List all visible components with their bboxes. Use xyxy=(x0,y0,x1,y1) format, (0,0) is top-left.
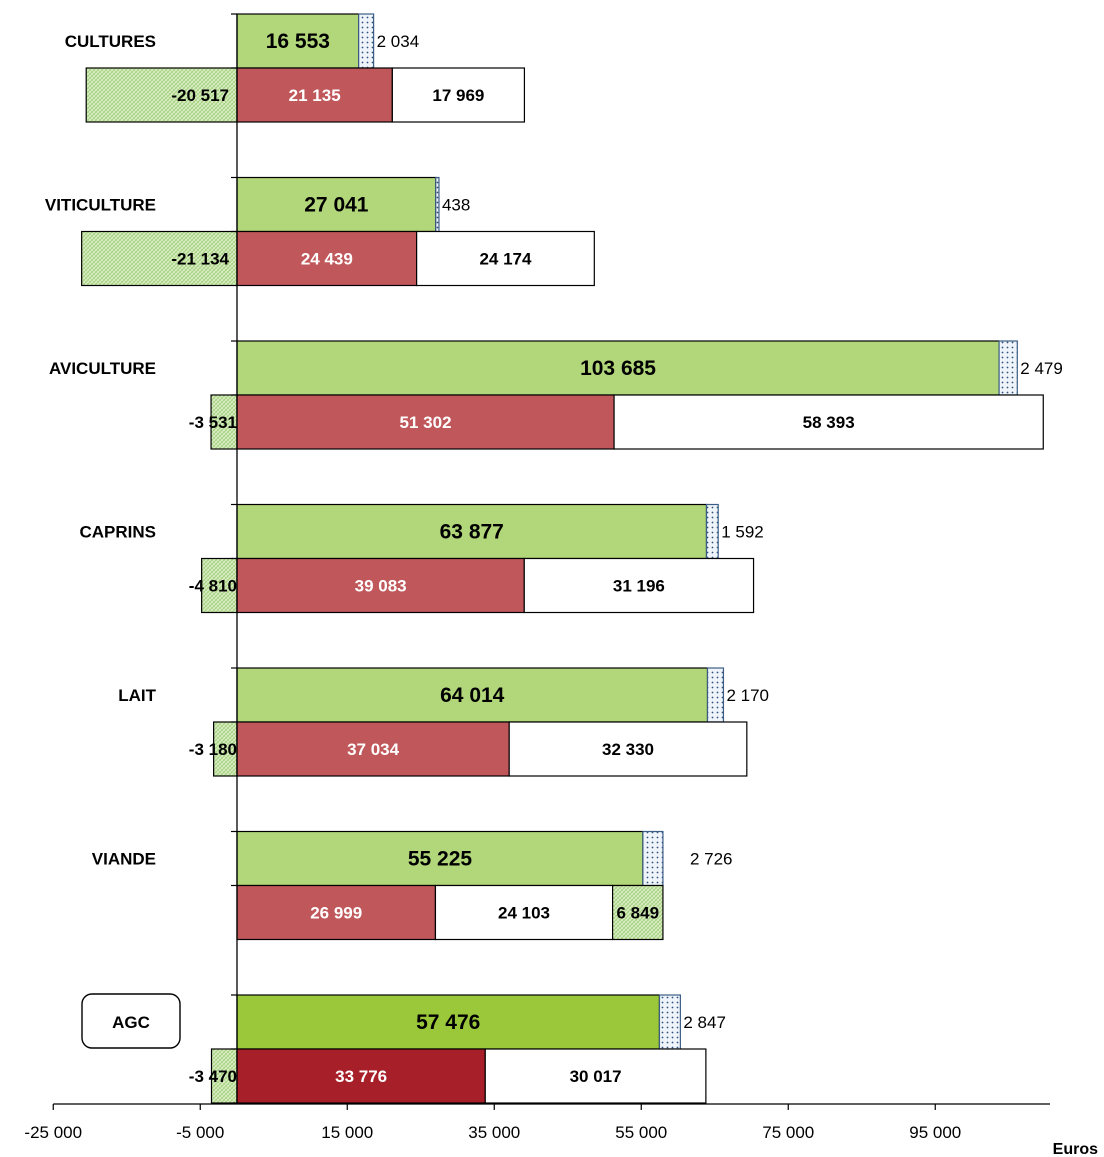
bar-segment-income xyxy=(236,13,360,69)
bar-segment-hatch xyxy=(210,1048,238,1104)
data-label-other: 1 592 xyxy=(721,523,764,542)
data-label-segment: 6 849 xyxy=(616,904,659,923)
x-tick-label: -5 000 xyxy=(176,1123,224,1142)
bar-segment-other xyxy=(998,340,1018,396)
data-label-income: 55 225 xyxy=(408,848,473,871)
category-label: CAPRINS xyxy=(79,523,156,542)
data-label-other: 2 034 xyxy=(377,32,420,51)
data-label-income: 27 041 xyxy=(304,194,369,217)
data-label-segment: 24 103 xyxy=(498,904,550,923)
bar-segment-white xyxy=(484,1048,707,1104)
x-axis-unit-label: Euros xyxy=(1053,1141,1098,1157)
category-label: LAIT xyxy=(118,686,156,705)
bar-segment-red_agc xyxy=(236,1048,486,1104)
data-label-segment: 30 017 xyxy=(570,1067,622,1086)
bar-segment-income xyxy=(236,830,644,887)
bar-segment-white xyxy=(434,884,614,941)
data-label-segment: 39 083 xyxy=(355,577,407,596)
bar-segment-other xyxy=(706,667,725,723)
x-tick-label: 15 000 xyxy=(321,1123,373,1142)
x-tick-label: -25 000 xyxy=(24,1123,82,1142)
data-label-segment: -3 531 xyxy=(189,413,237,432)
category-label: AGC xyxy=(112,1013,150,1032)
bar-segment-white xyxy=(391,67,526,123)
bar-segment-white xyxy=(613,394,1044,450)
data-label-other: 2 847 xyxy=(683,1013,726,1032)
bar-segment-income xyxy=(236,994,661,1050)
x-tick-label: 95 000 xyxy=(909,1123,961,1142)
bar-segment-income xyxy=(236,667,709,723)
bar-segment-red xyxy=(236,67,393,123)
labels-layer: CULTURES 16 553 2 034 -20 517 21 135 17 969 VI… xyxy=(45,30,1063,1086)
bar-segment-hatch xyxy=(611,884,664,941)
data-label-segment: 37 034 xyxy=(347,740,400,759)
data-label-other: 2 479 xyxy=(1020,359,1063,378)
data-label-income: 63 877 xyxy=(440,521,504,544)
data-label-other: 438 xyxy=(442,196,470,215)
data-label-segment: 24 439 xyxy=(301,250,353,269)
x-tick-label: 75 000 xyxy=(762,1123,814,1142)
category-label: AVICULTURE xyxy=(49,359,156,378)
data-label-segment: 21 135 xyxy=(289,86,341,105)
data-label-segment: 51 302 xyxy=(400,413,452,432)
data-label-income: 57 476 xyxy=(416,1011,480,1034)
bar-segment-hatch xyxy=(210,394,238,450)
bar-segment-white xyxy=(508,721,748,777)
data-label-other: 2 170 xyxy=(726,686,769,705)
x-tick-label: 55 000 xyxy=(615,1123,667,1142)
data-label-income: 103 685 xyxy=(580,357,656,380)
bar-segment-other xyxy=(358,13,375,69)
bar-segment-hatch xyxy=(81,230,238,287)
data-label-segment: 26 999 xyxy=(310,904,362,923)
data-label-segment: 24 174 xyxy=(479,250,532,269)
bar-segment-hatch xyxy=(85,67,238,123)
data-label-segment: 58 393 xyxy=(803,413,855,432)
bar-segment-other xyxy=(435,176,440,233)
bar-segment-income xyxy=(236,503,708,560)
bar-segment-red xyxy=(236,884,437,941)
axes-layer: -25 000 -5 000 15 000 35 000 55 000 75 000 95 … xyxy=(24,13,1098,1157)
data-label-segment: 31 196 xyxy=(613,577,665,596)
data-label-other: 2 726 xyxy=(690,850,733,869)
bar-segment-hatch xyxy=(201,557,238,614)
data-label-segment: -4 810 xyxy=(189,577,237,596)
bar-segment-white xyxy=(523,557,755,614)
bar-segment-other xyxy=(658,994,681,1050)
data-label-income: 64 014 xyxy=(440,684,505,707)
bars-layer xyxy=(81,13,1044,1104)
category-label: VITICULTURE xyxy=(45,196,156,215)
bar-segment-other xyxy=(705,503,719,560)
agc-label-box xyxy=(81,993,181,1049)
data-label-segment: 33 776 xyxy=(335,1067,387,1086)
data-label-segment: -20 517 xyxy=(171,86,229,105)
x-tick-label: 35 000 xyxy=(468,1123,520,1142)
data-label-segment: 32 330 xyxy=(602,740,654,759)
data-label-segment: -21 134 xyxy=(171,250,229,269)
bar-segment-red xyxy=(236,721,510,777)
data-label-segment: -3 470 xyxy=(189,1067,237,1086)
bar-segment-white xyxy=(416,230,595,287)
category-label: VIANDE xyxy=(92,850,156,869)
data-label-segment: -3 180 xyxy=(189,740,237,759)
category-label: CULTURES xyxy=(65,32,156,51)
bar-segment-other xyxy=(642,830,664,887)
data-label-income: 16 553 xyxy=(266,30,330,53)
data-label-segment: 17 969 xyxy=(432,86,484,105)
bar-segment-red xyxy=(236,230,418,287)
